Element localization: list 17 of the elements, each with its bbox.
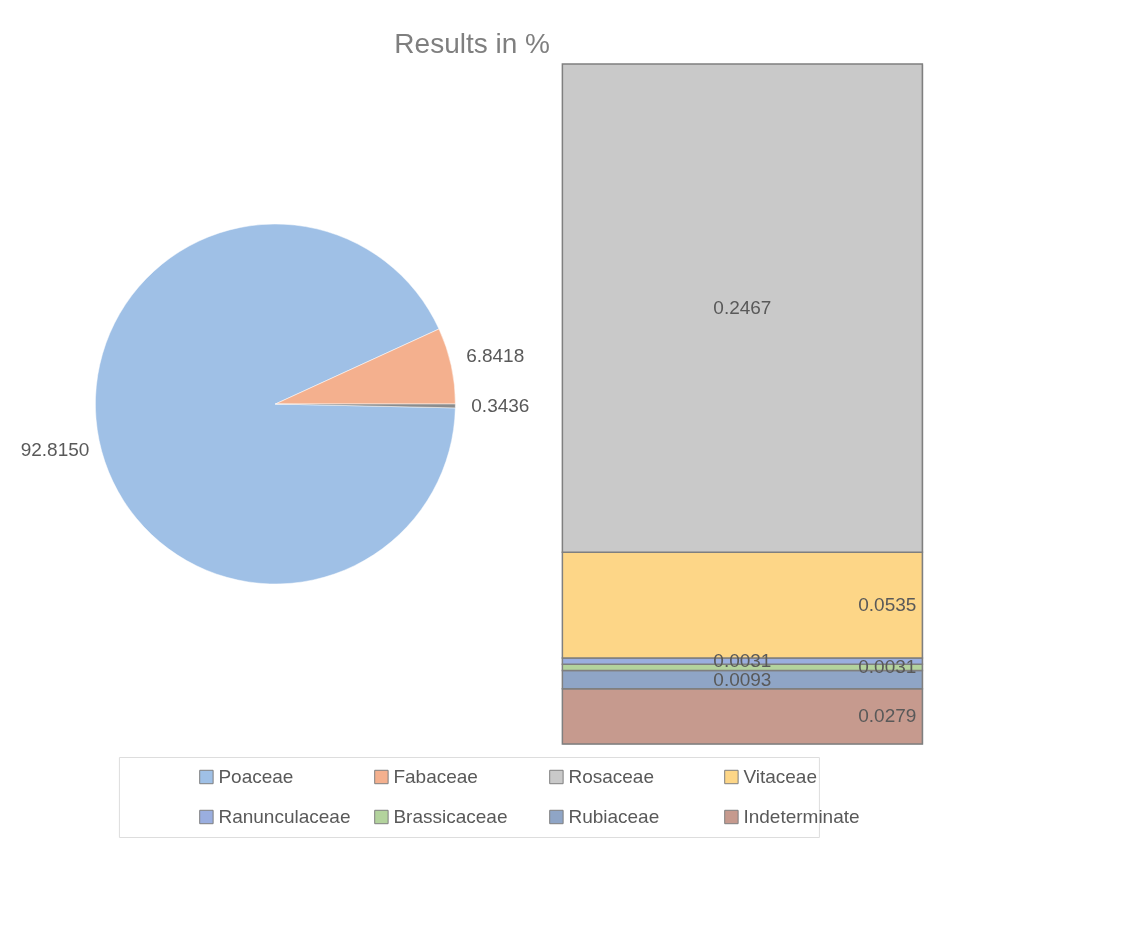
data-label: 0.3436 [471,395,530,417]
data-label: 0.0279 [858,705,917,727]
legend-label: Brassicaceae [393,806,508,827]
chart-title: Results in % [394,27,550,59]
data-label: 0.0093 [713,668,772,690]
legend-label: Indeterminate [743,806,860,827]
legend-label: Rubiaceae [568,806,660,827]
legend-label: Fabaceae [393,766,478,787]
legend-label: Vitaceae [743,766,818,787]
data-label: 0.0535 [858,594,917,616]
legend-label: Poaceae [218,766,294,787]
legend-label: Ranunculaceae [218,806,351,827]
data-label: 92.8150 [20,438,90,460]
pie-slice [95,223,456,585]
data-label: 0.2467 [713,297,772,319]
data-label: 6.8418 [466,345,525,367]
legend-label: Rosaceae [568,766,654,787]
